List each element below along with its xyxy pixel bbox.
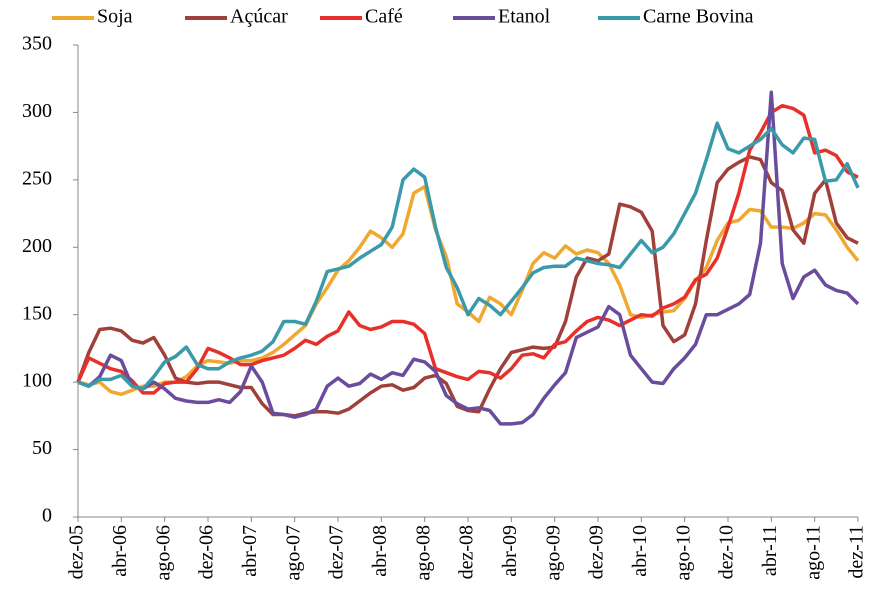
x-tick-label: dez-07 [326, 525, 348, 579]
y-tick-label: 250 [22, 167, 52, 189]
x-tick-label: abr-06 [109, 525, 131, 577]
x-tick-label: dez-11 [846, 525, 868, 579]
y-tick-label: 150 [22, 302, 52, 324]
x-tick-label: dez-10 [716, 525, 738, 579]
series-line [76, 103, 859, 395]
x-tick-label: dez-06 [196, 525, 218, 579]
x-tick-label: abr-10 [629, 525, 651, 577]
x-tick-label: dez-05 [66, 525, 88, 579]
y-tick-label: 100 [22, 370, 52, 392]
y-tick-label: 350 [22, 33, 52, 55]
y-tick-label: 300 [22, 100, 52, 122]
legend-label: Soja [97, 6, 133, 28]
x-tick-label: ago-07 [282, 525, 304, 581]
x-tick-label: ago-09 [542, 525, 564, 581]
legend-label: Etanol [498, 6, 551, 28]
x-tick-label: ago-06 [152, 525, 174, 581]
x-tick-label: ago-11 [802, 525, 824, 580]
series-line [77, 121, 860, 391]
x-tick-label: dez-08 [456, 525, 478, 579]
x-tick-label: abr-11 [759, 525, 781, 576]
x-tick-label: abr-07 [239, 525, 261, 577]
x-tick-label: abr-08 [369, 525, 391, 577]
y-tick-label: 50 [32, 437, 52, 459]
y-tick-label: 0 [42, 505, 52, 527]
x-tick-label: ago-10 [672, 525, 694, 581]
legend-label: Carne Bovina [643, 6, 754, 28]
series-line [76, 155, 859, 418]
x-tick-label: abr-09 [499, 525, 521, 577]
legend-label: Açúcar [230, 6, 288, 28]
x-tick-label: dez-09 [586, 525, 608, 579]
legend-label: Café [365, 6, 403, 28]
y-tick-label: 200 [22, 235, 52, 257]
series-line [77, 90, 860, 426]
x-tick-label: ago-08 [412, 525, 434, 581]
